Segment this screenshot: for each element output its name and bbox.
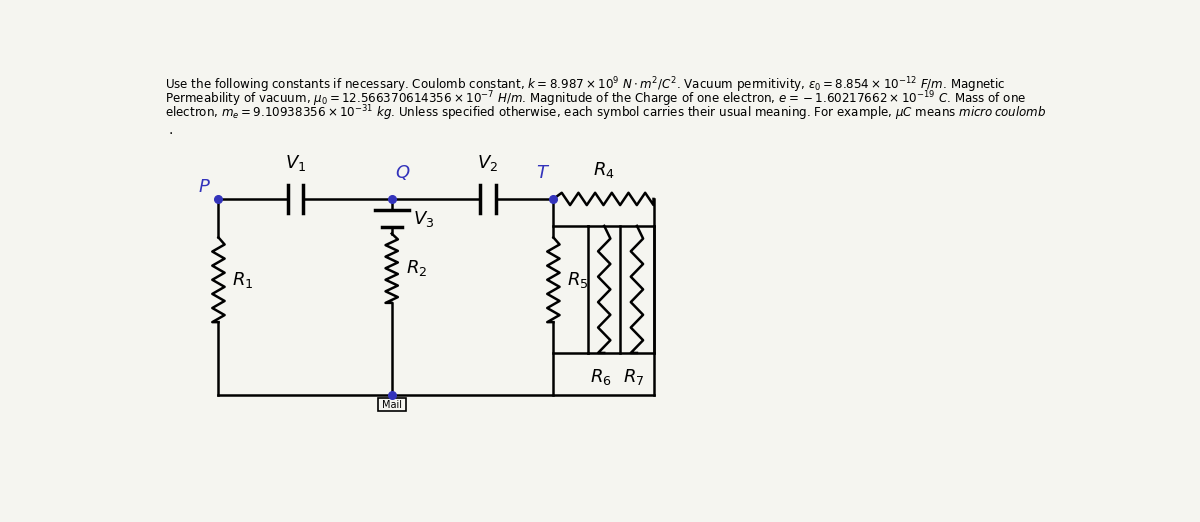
Text: Q: Q [396, 164, 409, 182]
Text: electron, $m_e = 9.10938356 \times 10^{-31}\ kg$. Unless specified otherwise, ea: electron, $m_e = 9.10938356 \times 10^{-… [164, 103, 1046, 123]
Text: Permeability of vacuum, $\mu_0 = 12.566370614356 \times 10^{-7}\ H/m$. Magnitude: Permeability of vacuum, $\mu_0 = 12.5663… [164, 90, 1026, 109]
Text: $R_5$: $R_5$ [568, 270, 589, 290]
Text: $R_4$: $R_4$ [593, 160, 614, 181]
Text: $V_2$: $V_2$ [478, 153, 498, 173]
Text: Mail: Mail [382, 399, 402, 410]
Text: .: . [168, 124, 173, 137]
Text: $R_1$: $R_1$ [233, 270, 253, 290]
Text: $V_1$: $V_1$ [284, 153, 306, 173]
Text: $R_2$: $R_2$ [406, 258, 427, 278]
Text: $R_6$: $R_6$ [590, 367, 612, 387]
Text: $R_7$: $R_7$ [623, 367, 644, 387]
Text: T: T [536, 164, 547, 182]
Text: $V_3$: $V_3$ [413, 209, 434, 229]
Text: Use the following constants if necessary. Coulomb constant, $k = 8.987 \times 10: Use the following constants if necessary… [164, 76, 1006, 96]
Text: P: P [198, 178, 209, 196]
Bar [378, 398, 406, 411]
